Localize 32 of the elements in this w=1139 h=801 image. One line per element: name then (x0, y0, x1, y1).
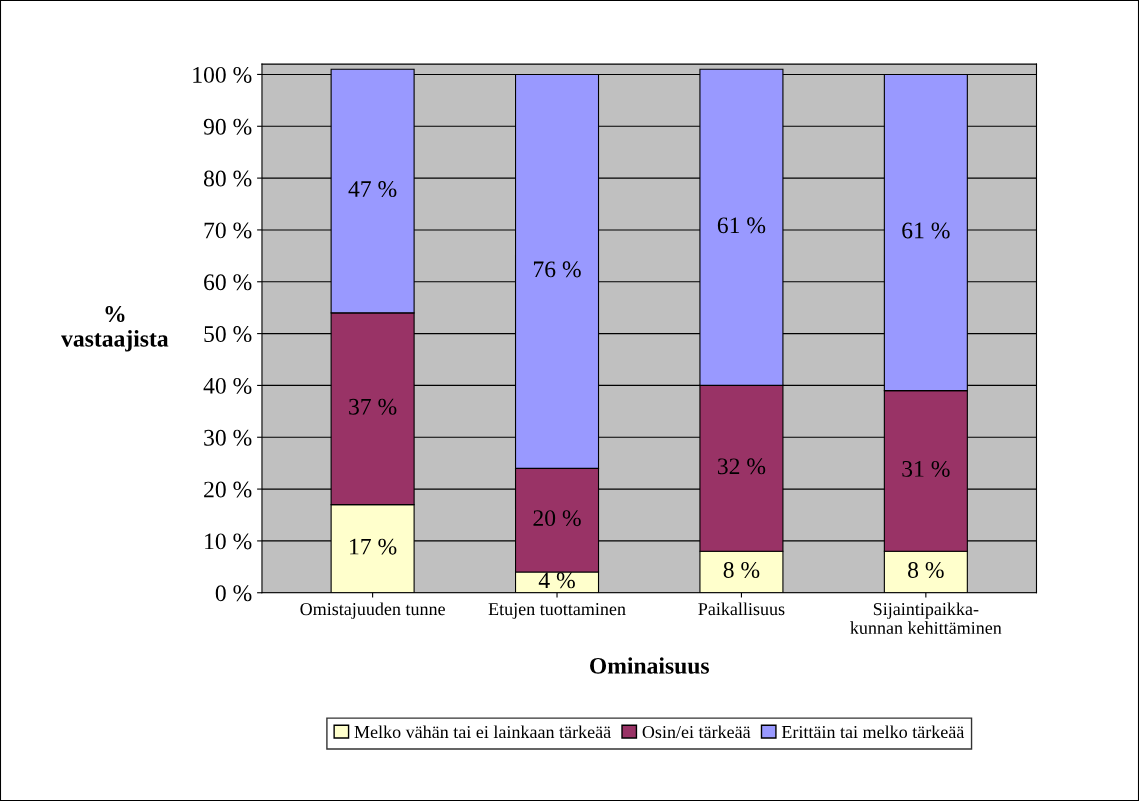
y-tick-label: 40 % (203, 377, 252, 394)
data-label: 8 % (908, 561, 944, 578)
x-tick-label: Paikallisuus (698, 602, 785, 616)
data-label: 4 % (538, 572, 575, 589)
y-tick-label: 50 % (204, 326, 252, 343)
data-label: 37 % (349, 398, 397, 415)
data-label: 61 % (902, 222, 950, 239)
y-tick-label: 80 % (203, 170, 252, 187)
x-tick-label: Etujen tuottaminen (488, 603, 626, 619)
y-tick-label: 0 % (215, 585, 252, 602)
data-label: 76 % (533, 261, 581, 278)
data-label: 17 % (350, 538, 397, 555)
legend-label: Erittäin tai melko tärkeää (781, 725, 965, 739)
x-axis-title: Ominaisuus (590, 657, 710, 674)
data-label: 31 % (902, 460, 950, 477)
data-label: 20 % (533, 510, 581, 527)
y-tick-label: 30 % (204, 429, 252, 446)
data-label: 32 % (717, 458, 766, 475)
legend-label: Osin/ei tärkeää (642, 725, 751, 739)
y-tick-label: 10 % (205, 533, 252, 550)
y-tick-label: 90 % (203, 118, 252, 135)
x-tick-label: Omistajuuden tunne (300, 602, 445, 619)
y-tick-label: 100 % (193, 66, 252, 83)
y-tick-label: 70 % (204, 222, 252, 239)
legend-label: Melko vähän tai ei lainkaan tärkeää (354, 725, 611, 739)
data-label: 47 % (348, 181, 397, 198)
y-tick-label: 20 % (204, 481, 252, 498)
y-axis-title: % vastaajista (61, 306, 169, 352)
x-tick-label: Sijaintipaikka- kunnan kehittäminen (850, 602, 1002, 635)
data-label: 61 % (717, 217, 766, 234)
data-label: 8 % (723, 561, 760, 578)
y-tick-label: 60 % (204, 274, 252, 291)
